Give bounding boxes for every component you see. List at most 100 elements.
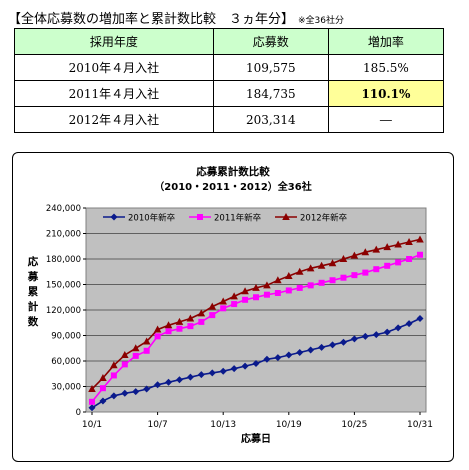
data-point-series-3: [164, 321, 173, 329]
data-point-series-1: [99, 397, 107, 405]
table-row: 2011年４月入社 184,735 110.1%: [14, 80, 445, 107]
data-point-series-1: [307, 346, 315, 354]
cell-growth-rate: 185.5%: [327, 54, 445, 81]
y-tick-label: 150,000: [46, 281, 81, 291]
data-point-series-2: [121, 361, 128, 368]
legend-label-2: 2011年新卒: [214, 213, 262, 224]
chart-frame: 0 30,000 60,000 90,000 120,000 150,000 180,000…: [12, 152, 454, 462]
data-point-series-1: [121, 389, 129, 397]
data-point-series-2: [406, 256, 413, 262]
data-point-series-1: [197, 371, 205, 379]
legend-label-3: 2012年新卒: [300, 213, 348, 224]
data-point-series-3: [208, 302, 217, 310]
data-point-series-1: [329, 341, 337, 349]
y-axis-label-char: 計: [28, 300, 39, 313]
cell-applications: 184,735: [212, 80, 329, 107]
data-point-series-3: [350, 251, 359, 259]
data-point-series-1: [110, 392, 118, 400]
data-point-series-1: [88, 404, 96, 412]
data-point-series-2: [263, 291, 270, 298]
data-point-series-1: [383, 328, 391, 336]
data-point-series-3: [241, 287, 249, 295]
data-point-series-2: [417, 251, 423, 258]
data-point-series-2: [187, 323, 194, 330]
data-point-series-3: [339, 255, 348, 262]
data-point-series-3: [230, 292, 238, 300]
header-applications: 応募数: [212, 28, 329, 55]
legend-label-1: 2010年新卒: [128, 213, 176, 224]
chart-title: 応募累計数比較: [196, 165, 270, 178]
legend-marker-2: [197, 214, 203, 220]
data-point-series-2: [89, 398, 95, 405]
data-point-series-1: [350, 335, 358, 343]
data-point-series-3: [372, 245, 381, 253]
data-point-series-1: [165, 378, 173, 386]
line-chart: 0 30,000 60,000 90,000 120,000 150,000 180,000…: [27, 165, 433, 445]
data-point-series-3: [121, 351, 129, 359]
data-point-series-1: [339, 338, 347, 346]
data-point-series-1: [416, 315, 424, 322]
table-row: 2012年４月入社 203,314 ―: [14, 106, 445, 133]
data-point-series-2: [143, 347, 150, 354]
data-point-series-3: [383, 243, 391, 251]
data-point-series-2: [318, 279, 325, 286]
y-tick-label: 90,000: [51, 332, 81, 342]
data-point-series-3: [274, 276, 282, 284]
y-tick-label: 240,000: [46, 204, 81, 214]
data-point-series-1: [372, 331, 380, 339]
data-point-series-1: [394, 324, 402, 332]
data-point-series-2: [231, 301, 238, 308]
y-axis-label-char: 数: [27, 315, 39, 328]
cell-year: 2011年４月入社: [14, 80, 214, 107]
heading-title: 【全体応募数の増加率と累計数比較 ３ヵ年分】: [8, 12, 295, 27]
data-point-series-2: [285, 287, 292, 294]
data-point-series-3: [142, 337, 151, 345]
y-tick-label: 0: [76, 408, 81, 418]
y-axis-label-char: 応: [28, 255, 39, 268]
legend-marker-1: [110, 213, 118, 221]
data-point-series-2: [351, 272, 358, 279]
y-tick-label: 180,000: [46, 255, 81, 265]
y-axis-label-char: 募: [27, 270, 39, 283]
data-point-series-3: [186, 314, 195, 322]
legend-marker-3: [282, 213, 290, 220]
cell-applications: 109,575: [212, 54, 329, 81]
data-point-series-3: [405, 238, 413, 245]
data-point-series-3: [295, 267, 304, 275]
cell-applications: 203,314: [212, 106, 329, 133]
data-point-series-2: [384, 262, 391, 269]
heading-note: ※全36社分: [298, 16, 345, 26]
data-point-series-2: [99, 385, 106, 392]
data-point-series-1: [208, 369, 216, 377]
data-point-series-1: [175, 376, 183, 384]
x-axis-label: 応募日: [241, 432, 271, 445]
x-tick-label: 10/19: [276, 420, 302, 430]
data-point-series-3: [197, 309, 206, 317]
data-point-series-2: [329, 277, 336, 284]
data-point-series-1: [241, 362, 249, 370]
data-point-series-2: [110, 372, 117, 379]
y-tick-label: 210,000: [46, 230, 81, 240]
data-point-series-2: [242, 296, 249, 303]
table-header-row: 採用年度 応募数 増加率: [14, 28, 445, 55]
data-point-series-3: [416, 235, 424, 243]
data-point-series-2: [220, 305, 227, 312]
chart-subtitle: （2010・2011・2012）全36社: [154, 180, 311, 193]
data-point-series-3: [153, 325, 162, 333]
cell-growth-rate-highlight: 110.1%: [327, 80, 445, 107]
data-point-series-2: [165, 328, 172, 335]
data-point-series-2: [362, 269, 369, 276]
header-growth-rate: 増加率: [327, 28, 445, 55]
x-tick-label: 10/31: [407, 420, 433, 430]
data-point-series-1: [263, 355, 271, 363]
data-point-series-1: [186, 373, 194, 381]
data-point-series-3: [131, 344, 140, 352]
data-point-series-2: [198, 318, 205, 325]
data-point-series-2: [296, 284, 303, 291]
cell-growth-rate: ―: [327, 106, 445, 133]
data-point-series-3: [252, 283, 260, 291]
data-point-series-3: [219, 297, 227, 305]
data-point-series-1: [296, 349, 304, 356]
data-point-series-1: [219, 367, 227, 375]
data-point-series-2: [395, 259, 402, 266]
